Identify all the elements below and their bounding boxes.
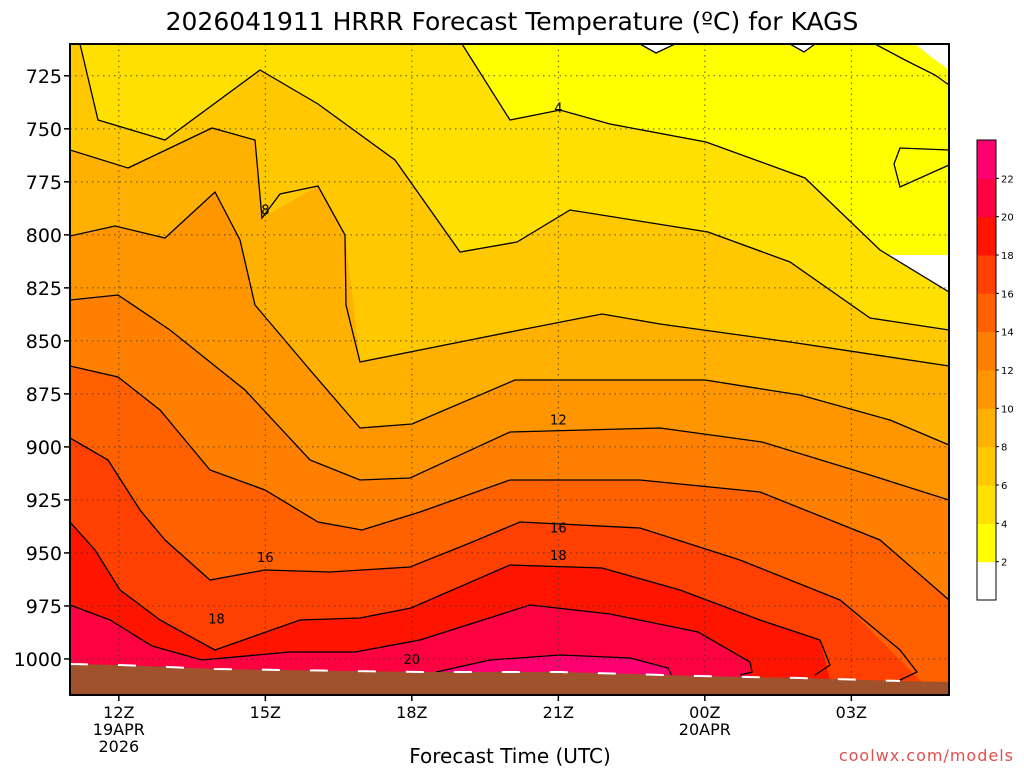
terrain-edge: [70, 663, 901, 682]
colorbar-segment: [977, 140, 996, 179]
contour-label: 4: [554, 102, 562, 117]
colorbar-segment: [977, 255, 996, 294]
y-tick-label: 725: [26, 66, 62, 88]
colorbar-segment: [977, 523, 996, 563]
x-tick-label: 15Z: [250, 703, 281, 722]
terrain-ground: [70, 664, 949, 695]
x-tick-label: 03Z: [836, 703, 867, 722]
colorbar-segment: [977, 293, 996, 333]
y-tick-label: 850: [26, 331, 62, 353]
contour-2: [639, 44, 949, 86]
y-tick-label: 925: [26, 490, 62, 512]
contour-label: 16: [550, 521, 567, 536]
colorbar-tick-label: 20: [1001, 213, 1014, 224]
x-axis-label: Forecast Time (UTC): [409, 744, 611, 768]
contour-labels: 4 8 12 16 16 18 18 20: [208, 102, 566, 668]
y-tick-label: 875: [26, 384, 62, 406]
y-tick-label: 950: [26, 543, 62, 565]
colorbar-tick-label: 6: [1001, 481, 1007, 492]
colorbar-segment: [977, 331, 996, 371]
colorbar-segment: [977, 485, 996, 524]
contour-16: [70, 437, 919, 681]
x-tick-label: 20APR: [679, 720, 731, 739]
y-tick-label: 825: [26, 278, 62, 300]
contour-10: [70, 190, 949, 446]
colorbar-tick-label: 2: [1001, 558, 1007, 569]
colorbar-tick-label: 22: [1001, 174, 1014, 185]
band-below-2-top-right: [915, 44, 949, 70]
contour-22: [435, 654, 673, 677]
contour-label: 18: [208, 613, 225, 628]
chart-title: 2026041911 HRRR Forecast Temperature (ºC…: [166, 7, 859, 36]
grid-lines: [70, 44, 949, 695]
y-tick-label: 800: [26, 225, 62, 247]
colorbar: 2 4 6 8 10 12 14 16 18 20 22: [976, 139, 1014, 601]
contour-4: [461, 44, 949, 293]
contour-label: 16: [257, 551, 274, 566]
x-tick-label: 19APR: [93, 720, 145, 739]
contour-8: [70, 127, 949, 367]
colorbar-tick-label: 14: [1001, 328, 1014, 339]
contour-6: [79, 44, 949, 331]
x-tick-label: 00Z: [689, 703, 720, 722]
x-tick-label: 18Z: [396, 703, 427, 722]
contour-label: 18: [550, 549, 567, 564]
contour-14: [70, 365, 949, 601]
contour-18: [70, 521, 831, 676]
y-tick-label: 975: [26, 596, 62, 618]
colorbar-tick-label: 16: [1001, 289, 1014, 300]
x-tick-label: 12Z: [103, 703, 134, 722]
contour-label: 12: [550, 413, 567, 428]
contour-20: [70, 604, 753, 676]
colorbar-segment: [977, 216, 996, 256]
colorbar-tick-label: 10: [1001, 404, 1014, 415]
colorbar-segment: [977, 178, 996, 218]
colorbar-segment: [977, 446, 996, 486]
y-tick-label: 775: [26, 172, 62, 194]
contour-label: 20: [404, 653, 421, 668]
contour-12: [70, 294, 949, 501]
y-axis: 725 750 775 800 825 850 875 900 925 950 975 1000: [14, 66, 70, 671]
colorbar-tick-label: 18: [1001, 251, 1014, 262]
colorbar-tick-label: 8: [1001, 443, 1007, 454]
colorbar-segment: [977, 370, 996, 409]
x-tick-label: 21Z: [543, 703, 574, 722]
y-tick-label: 750: [26, 119, 62, 141]
y-tick-label: 900: [26, 437, 62, 459]
band-below-2-top-center: [640, 44, 675, 53]
contour-4-island: [893, 147, 949, 188]
x-tick-label: 2026: [98, 737, 139, 756]
band-below-2-top-right2: [790, 44, 815, 52]
credit-text: coolwx.com/models: [839, 746, 1014, 765]
plot-frame: [69, 43, 950, 696]
colorbar-tick-label: 12: [1001, 366, 1014, 377]
colorbar-segment: [977, 408, 996, 448]
colorbar-segment: [977, 561, 996, 601]
colorbar-tick-label: 4: [1001, 519, 1007, 530]
y-tick-label: 1000: [14, 649, 62, 671]
plot-area: [70, 44, 949, 695]
contour-label: 8: [261, 203, 269, 218]
